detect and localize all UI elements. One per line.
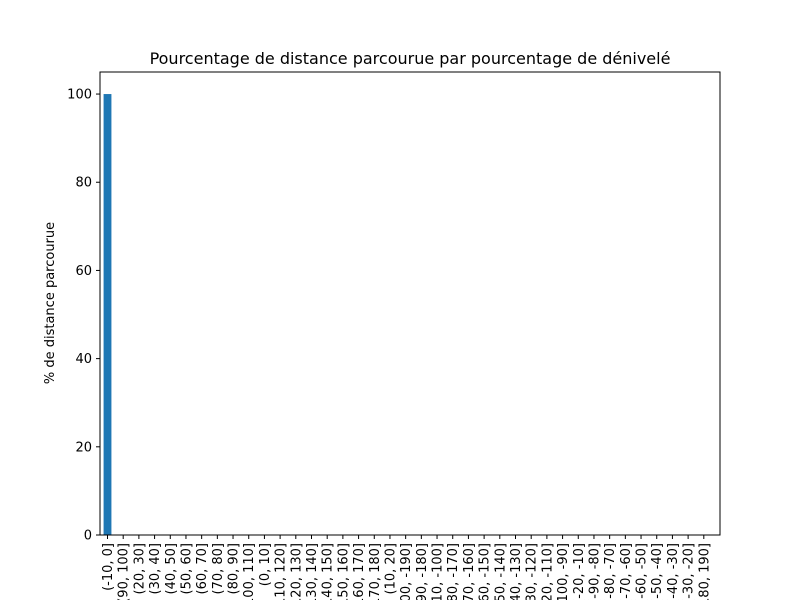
x-tick-label: (-20, -10]	[572, 543, 587, 600]
x-tick-label: (-160, -150]	[478, 543, 493, 600]
plot-frame	[99, 71, 721, 536]
x-tick-label: (-30, -20]	[682, 543, 697, 600]
y-tick-label: 0	[84, 529, 92, 544]
y-tick-label: 100	[67, 88, 92, 103]
x-tick-label: (-50, -40]	[650, 543, 665, 600]
x-tick-label: (30, 40]	[148, 543, 163, 595]
x-tick-label: (-100, -90]	[556, 543, 571, 600]
x-tick-label: (-120, -110]	[540, 543, 555, 600]
x-tick-label: (140, 150]	[321, 543, 336, 600]
x-tick-label: (70, 80]	[211, 543, 226, 595]
x-tick-label: (160, 170]	[352, 543, 367, 600]
x-tick-label: (130, 140]	[305, 543, 320, 600]
bar	[103, 94, 112, 536]
x-tick-label: (10, 20]	[383, 543, 398, 595]
x-tick-label: (-60, -50]	[635, 543, 650, 600]
x-tick-label: (50, 60]	[179, 543, 194, 595]
y-tick-label: 80	[75, 176, 92, 191]
x-tick-label: (-180, -170]	[446, 543, 461, 600]
x-tick-label: (120, 130]	[289, 543, 304, 600]
x-tick-label: (80, 90]	[227, 543, 242, 595]
x-tick-label: (-140, -130]	[509, 543, 524, 600]
x-tick-label: (-110, -100]	[431, 543, 446, 600]
x-tick-label: (110, 120]	[274, 543, 289, 600]
x-tick-label: (150, 160]	[336, 543, 351, 600]
x-tick-label: (-80, -70]	[603, 543, 618, 600]
x-tick-label: (-70, -60]	[619, 543, 634, 600]
chart-title: Pourcentage de distance parcourue par po…	[150, 49, 671, 68]
x-tick-label: (-90, -80]	[587, 543, 602, 600]
x-axis: (-10, 0] (90, 100] (20, 30] (30, 40] (40, 50…	[101, 535, 712, 600]
x-tick-label: (-150, -140]	[493, 543, 508, 600]
x-tick-label: (-190, -180]	[415, 543, 430, 600]
y-axis: 0 20 40 60 80 100	[67, 88, 100, 544]
x-tick-label: (180, 190]	[697, 543, 712, 600]
x-tick-label: (-40, -30]	[666, 543, 681, 600]
bars	[103, 94, 112, 536]
x-tick-label: (100, 110]	[242, 543, 257, 600]
y-tick-label: 40	[75, 352, 92, 367]
x-tick-label: (60, 70]	[195, 543, 210, 595]
x-tick-label: (-10, 0]	[101, 543, 116, 591]
x-tick-label: (40, 50]	[164, 543, 179, 595]
x-tick-label: (-130, -120]	[525, 543, 540, 600]
y-tick-label: 60	[75, 264, 92, 279]
y-axis-label: % de distance parcourue	[43, 222, 58, 384]
x-tick-label: (0, 10]	[258, 543, 273, 586]
x-tick-label: (170, 180]	[368, 543, 383, 600]
y-tick-label: 20	[75, 440, 92, 455]
x-tick-label: (-200, -190]	[399, 543, 414, 600]
x-tick-label: (90, 100]	[117, 543, 132, 600]
x-tick-label: (20, 30]	[132, 543, 147, 595]
x-tick-label: (-170, -160]	[462, 543, 477, 600]
